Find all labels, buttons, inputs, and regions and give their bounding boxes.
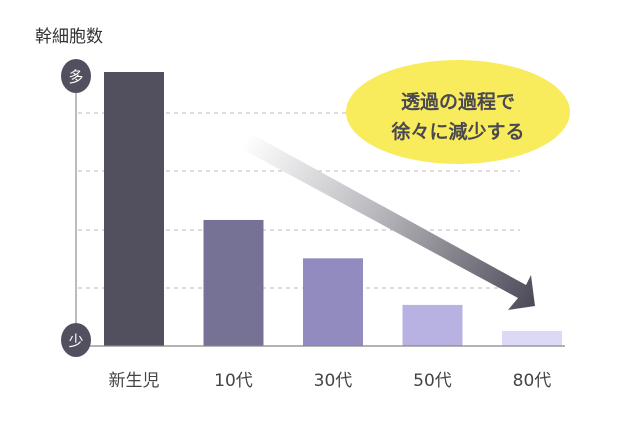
x-tick-label: 新生児 bbox=[109, 371, 160, 391]
y-axis-top-label: 多 bbox=[68, 68, 83, 86]
bar-1 bbox=[203, 219, 264, 346]
bar-2 bbox=[303, 258, 363, 346]
y-axis-title: 幹細胞数 bbox=[35, 27, 103, 47]
y-axis-top-marker: 多 bbox=[61, 59, 91, 93]
x-tick-label: 50代 bbox=[413, 371, 452, 391]
callout-line-2: 徐々に減少する bbox=[390, 120, 524, 143]
x-tick-label: 30代 bbox=[314, 371, 353, 391]
y-axis-bottom-marker: 少 bbox=[61, 323, 91, 357]
bar-0 bbox=[104, 72, 164, 346]
callout-line-1: 透過の過程で bbox=[401, 91, 515, 113]
callout-bubble bbox=[346, 60, 570, 164]
trend-arrow bbox=[240, 133, 535, 310]
x-tick-label: 80代 bbox=[513, 371, 552, 391]
x-tick-label: 10代 bbox=[214, 371, 253, 391]
bar-4 bbox=[502, 330, 562, 346]
bar-3 bbox=[402, 304, 463, 346]
y-axis-bottom-label: 少 bbox=[68, 332, 83, 350]
